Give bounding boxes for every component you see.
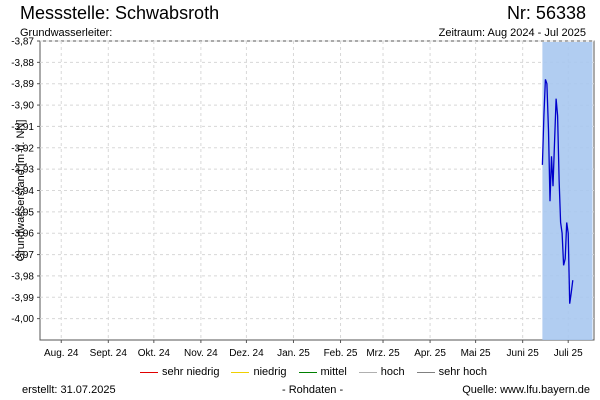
series-layer — [541, 79, 574, 304]
legend-label: sehr niedrig — [162, 366, 220, 378]
y-tick-label: -3,88 — [11, 58, 34, 69]
legend-label: hoch — [380, 366, 405, 378]
y-tick-label: -3,98 — [11, 271, 34, 282]
legend-swatch — [140, 371, 158, 373]
legend-swatch — [298, 371, 317, 373]
series-line — [541, 79, 574, 304]
station-number: Nr: 56338 — [506, 3, 586, 23]
legend-label: mittel — [320, 366, 347, 378]
y-tick-label: -4,00 — [11, 314, 34, 325]
legend-item: sehr niedrig — [140, 366, 219, 378]
legend-swatch — [358, 371, 377, 373]
legend-item: hoch — [358, 366, 405, 378]
legend-item: mittel — [298, 366, 347, 378]
station-title: Messstelle: Schwabsroth — [20, 3, 220, 23]
y-tick-label: -3,93 — [11, 165, 34, 176]
legend-label: sehr hoch — [438, 366, 487, 378]
y-tick-label: -3,99 — [11, 293, 34, 304]
x-tick-label: Mrz. 25 — [366, 348, 400, 359]
y-tick-labels: -3,87 -3,88 -3,89 -3,90 -3,91 -3,92 -3,93 -3,94… — [11, 37, 40, 325]
legend-item: niedrig — [231, 366, 287, 378]
legend-swatch — [231, 371, 250, 373]
x-tick-label: Okt. 24 — [138, 348, 171, 359]
created-date: erstellt: 31.07.2025 — [22, 384, 116, 396]
x-tick-label: Apr. 25 — [414, 348, 446, 359]
x-tick-label: Aug. 24 — [44, 348, 79, 359]
x-tick-label: Juli 25 — [554, 348, 583, 359]
x-tick-label: Nov. 24 — [184, 348, 218, 359]
y-tick-label: -3,90 — [11, 101, 34, 112]
y-tick-label: -3,89 — [11, 79, 34, 90]
legend: sehr niedrig niedrig mittel hoch sehr hoch — [140, 366, 487, 378]
y-tick-label: -3,92 — [11, 143, 34, 154]
y-tick-label: -3,96 — [11, 229, 34, 240]
x-tick-label: Dez. 24 — [229, 348, 264, 359]
x-tick-labels: Aug. 24 Sept. 24 Okt. 24 Nov. 24 Dez. 24 Jan.… — [44, 340, 583, 359]
period-label: Zeitraum: Aug 2024 - Jul 2025 — [438, 27, 586, 39]
y-tick-label: -3,91 — [11, 122, 34, 133]
raw-data-note: - Rohdaten - — [282, 384, 344, 396]
source-link[interactable]: Quelle: www.lfu.bayern.de — [462, 384, 590, 396]
legend-label: niedrig — [253, 366, 287, 378]
x-tick-label: Juni 25 — [507, 348, 540, 359]
y-axis-label: Grundwasserstand [m ü. NN] — [15, 120, 27, 262]
legend-item: sehr hoch — [416, 366, 487, 378]
y-tick-label: -3,95 — [11, 207, 34, 218]
y-tick-label: -3,87 — [11, 37, 34, 48]
x-tick-label: Sept. 24 — [90, 348, 128, 359]
grid-lines — [40, 40, 594, 340]
aquifer-label: Grundwasserleiter: — [20, 27, 113, 39]
x-tick-label: Mai 25 — [461, 348, 491, 359]
x-tick-label: Jan. 25 — [277, 348, 310, 359]
y-tick-label: -3,97 — [11, 250, 34, 261]
legend-swatch — [416, 371, 435, 373]
y-tick-label: -3,94 — [11, 186, 34, 197]
x-tick-label: Feb. 25 — [324, 348, 358, 359]
